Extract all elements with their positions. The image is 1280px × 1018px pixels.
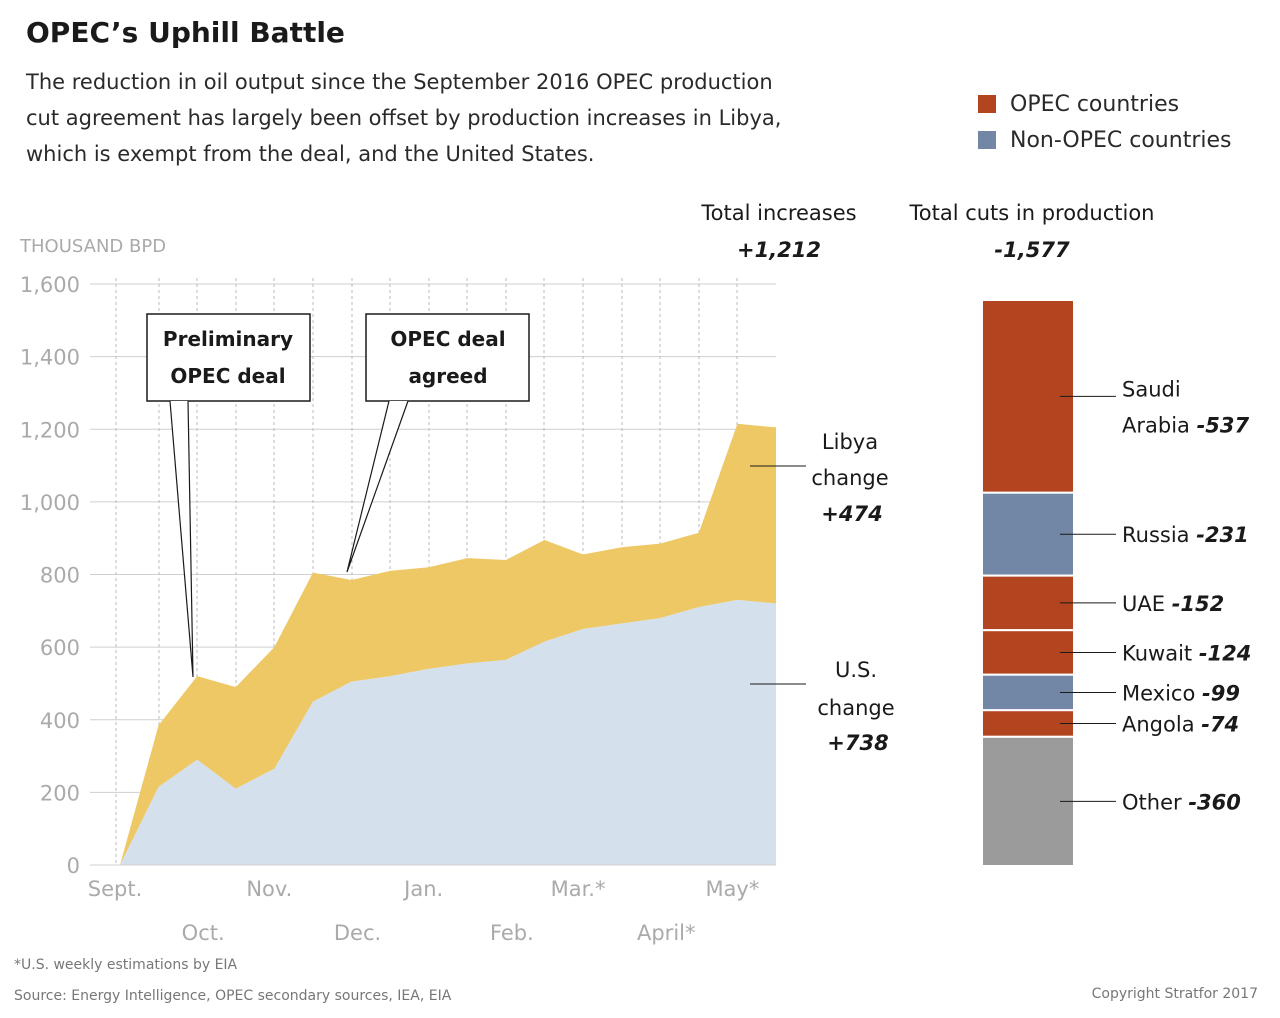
y-tick-label: 600: [40, 636, 80, 660]
segment-value-saudi-arabia: -537: [1197, 413, 1250, 437]
x-tick-label: Oct.: [182, 921, 225, 945]
x-tick-label: April*: [637, 921, 696, 945]
y-tick-label: 0: [67, 854, 80, 878]
segment-value-angola: -74: [1201, 713, 1239, 737]
bar-segment-other: [981, 735, 1075, 868]
segment-label-saudi-arabia: Arabia -537: [1122, 413, 1250, 437]
callout-pointer-agreed: [346, 400, 409, 573]
us-area: [120, 599, 776, 865]
chart-subtitle: The reduction in oil output since the Se…: [26, 70, 782, 166]
y-tick-label: 1,200: [20, 418, 80, 442]
segment-label-kuwait: Kuwait -124: [1122, 641, 1251, 665]
y-tick-label: 1,400: [20, 346, 80, 370]
segment-label-uae: UAE -152: [1122, 592, 1224, 616]
y-tick-label: 1,600: [20, 273, 80, 297]
callout-box-preliminary: [146, 313, 311, 402]
callout-box-agreed: [365, 313, 530, 402]
segment-value-mexico: -99: [1202, 681, 1240, 705]
x-tick-label: Mar.*: [551, 877, 606, 901]
legend: OPEC countries Non-OPEC countries: [978, 86, 1231, 158]
legend-swatch-opec: [978, 95, 996, 113]
y-axis-label: THOUSAND BPD: [19, 236, 166, 257]
segment-value-uae: -152: [1172, 592, 1225, 616]
x-tick-label: May*: [705, 877, 759, 901]
libya-value: +474: [821, 502, 882, 526]
segment-value-other: -360: [1188, 790, 1241, 814]
footnote: *U.S. weekly estimations by EIA: [14, 957, 238, 973]
legend-item-non-opec: Non-OPEC countries: [978, 122, 1231, 158]
y-tick-label: 400: [40, 709, 80, 733]
segment-value-russia: -231: [1196, 523, 1249, 547]
y-tick-label: 200: [40, 781, 80, 805]
callout-text-agreed: OPEC deal: [390, 327, 505, 351]
us-label: change: [817, 696, 894, 720]
x-tick-label: Sept.: [88, 877, 143, 901]
legend-label-non-opec: Non-OPEC countries: [1010, 127, 1232, 153]
legend-swatch-non-opec: [978, 131, 996, 149]
segment-label-russia: Russia -231: [1122, 523, 1249, 547]
us-label: U.S.: [835, 658, 877, 682]
copyright: Copyright Stratfor 2017: [1091, 986, 1258, 1002]
y-tick-label: 1,000: [20, 491, 80, 515]
segment-label-angola: Angola -74: [1122, 713, 1239, 737]
total-increases-value: +1,212: [737, 238, 821, 262]
total-cuts-label: Total cuts in production: [908, 201, 1154, 225]
segment-value-kuwait: -124: [1199, 641, 1252, 665]
total-cuts-value: -1,577: [994, 238, 1070, 262]
segment-label-other: Other -360: [1122, 790, 1241, 814]
segment-label-saudi-arabia: Saudi: [1122, 377, 1181, 401]
bar-segment-mexico: [981, 673, 1075, 712]
total-increases-label: Total increases: [700, 201, 856, 225]
us-value: +738: [827, 731, 888, 755]
chart-title: OPEC’s Uphill Battle: [26, 16, 345, 49]
y-tick-label: 800: [40, 564, 80, 588]
libya-label: Libya: [822, 430, 878, 454]
legend-label-opec: OPEC countries: [1010, 91, 1180, 117]
segment-label-mexico: Mexico -99: [1122, 681, 1240, 705]
libya-area: [120, 423, 776, 865]
x-tick-label: Nov.: [246, 877, 292, 901]
callout-pointer-preliminary: [169, 400, 194, 678]
callout-text-preliminary: OPEC deal: [170, 364, 285, 388]
callout-text-agreed: agreed: [408, 364, 487, 388]
x-tick-label: Feb.: [490, 921, 534, 945]
source-note: Source: Energy Intelligence, OPEC second…: [14, 988, 452, 1004]
x-tick-label: Jan.: [402, 877, 443, 901]
legend-item-opec: OPEC countries: [978, 86, 1231, 122]
libya-label: change: [811, 466, 888, 490]
bar-segment-angola: [981, 709, 1075, 738]
x-tick-label: Dec.: [334, 921, 381, 945]
bar-segment-saudi-arabia: [981, 299, 1075, 494]
callout-text-preliminary: Preliminary: [163, 327, 293, 351]
